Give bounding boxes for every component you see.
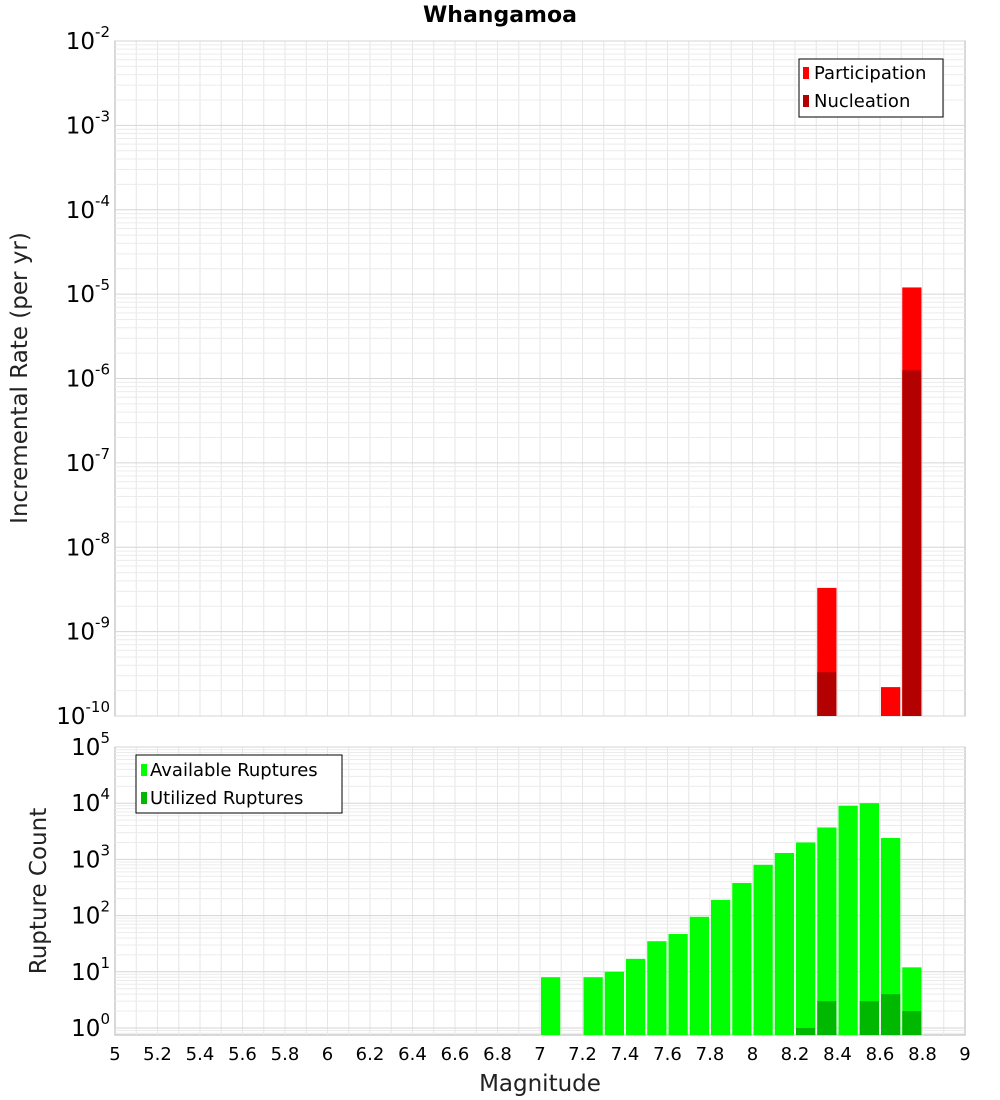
bar-available-ruptures xyxy=(838,805,858,1035)
count-y-axis-label: Rupture Count xyxy=(26,808,52,974)
rate-legend-box xyxy=(798,58,944,118)
bar-available-ruptures xyxy=(689,916,709,1035)
count-panel: 100 101 102 103 104 105 Rupture Count Availab… xyxy=(26,729,966,1042)
legend-label-nucleation: Nucleation xyxy=(814,91,910,112)
bar-available-ruptures xyxy=(668,934,688,1035)
y-tick-label: 10-8 xyxy=(66,529,110,561)
bar-participation xyxy=(881,687,901,716)
bar-utilized-ruptures xyxy=(859,1001,879,1035)
x-tick-label: 6 xyxy=(322,1044,333,1065)
bar-utilized-ruptures xyxy=(902,1011,922,1035)
x-tick-label: 7.8 xyxy=(696,1044,725,1065)
y-tick-label: 105 xyxy=(71,729,110,761)
legend-label-participation: Participation xyxy=(814,63,926,84)
count-legend-box xyxy=(135,754,343,814)
x-tick-label: 6.6 xyxy=(441,1044,470,1065)
legend-label-utilized: Utilized Ruptures xyxy=(150,788,303,809)
bar-available-ruptures xyxy=(711,899,731,1035)
bar-nucleation xyxy=(817,672,837,716)
bar-available-ruptures xyxy=(774,852,794,1035)
x-tick-label: 5.2 xyxy=(143,1044,172,1065)
legend-label-available: Available Ruptures xyxy=(150,760,318,781)
bar-available-ruptures xyxy=(881,838,901,1035)
y-tick-label: 10-7 xyxy=(66,445,110,477)
y-tick-label: 101 xyxy=(71,954,110,986)
x-tick-label: 5.6 xyxy=(228,1044,257,1065)
x-tick-label: 9 xyxy=(959,1044,970,1065)
bar-available-ruptures xyxy=(796,842,816,1035)
bar-available-ruptures xyxy=(583,977,603,1035)
y-tick-label: 102 xyxy=(71,898,110,930)
x-tick-label: 5.4 xyxy=(186,1044,215,1065)
bar-available-ruptures xyxy=(604,971,624,1035)
rate-gridlines xyxy=(115,40,965,717)
rate-legend: Participation Nucleation xyxy=(798,58,944,118)
bar-available-ruptures xyxy=(753,864,773,1035)
x-tick-label: 8.2 xyxy=(781,1044,810,1065)
x-tick-label: 5.8 xyxy=(271,1044,300,1065)
count-bars xyxy=(541,803,922,1035)
rate-panel: 10-10 10-9 10-8 10-7 10-6 10-5 10-4 10-3 10-2 In… xyxy=(7,23,966,730)
count-y-ticks: 100 101 102 103 104 105 xyxy=(71,729,110,1042)
y-tick-label: 10-6 xyxy=(66,361,110,393)
x-ticks: 5 5.2 5.4 5.6 5.8 6 6.2 6.4 6.6 6.8 7 7.2 7.4 7.6 7.8 8… xyxy=(109,1044,970,1065)
x-tick-label: 6.8 xyxy=(483,1044,512,1065)
legend-swatch-utilized xyxy=(141,792,147,804)
legend-swatch-available xyxy=(141,764,147,776)
count-legend: Available Ruptures Utilized Ruptures xyxy=(135,754,343,814)
y-tick-label: 10-5 xyxy=(66,276,110,308)
rate-y-axis-label: Incremental Rate (per yr) xyxy=(7,232,33,524)
y-tick-label: 10-3 xyxy=(66,107,110,139)
bar-utilized-ruptures xyxy=(881,994,901,1035)
bar-available-ruptures xyxy=(626,958,646,1035)
x-tick-label: 6.4 xyxy=(398,1044,427,1065)
y-tick-label: 100 xyxy=(71,1010,110,1042)
y-tick-label: 10-9 xyxy=(66,614,110,646)
rate-y-ticks: 10-10 10-9 10-8 10-7 10-6 10-5 10-4 10-3 10-2 xyxy=(56,23,110,730)
bar-nucleation xyxy=(902,370,922,716)
chart-title: Whangamoa xyxy=(423,3,577,28)
bar-utilized-ruptures xyxy=(817,1001,837,1035)
legend-swatch-participation xyxy=(803,67,809,79)
x-tick-label: 7 xyxy=(534,1044,545,1065)
x-tick-label: 8.8 xyxy=(908,1044,937,1065)
bar-available-ruptures xyxy=(647,941,667,1035)
bar-available-ruptures xyxy=(859,803,879,1035)
bar-available-ruptures xyxy=(732,883,752,1035)
rate-bars xyxy=(817,287,922,716)
x-tick-label: 8.4 xyxy=(823,1044,852,1065)
x-tick-label: 8.6 xyxy=(866,1044,895,1065)
bar-available-ruptures xyxy=(541,977,561,1035)
bar-utilized-ruptures xyxy=(796,1027,816,1035)
legend-swatch-nucleation xyxy=(803,95,809,107)
y-tick-label: 10-4 xyxy=(66,192,110,224)
x-tick-label: 7.4 xyxy=(611,1044,640,1065)
x-tick-label: 6.2 xyxy=(356,1044,385,1065)
y-tick-label: 10-10 xyxy=(56,698,110,730)
y-tick-label: 104 xyxy=(71,785,110,817)
y-tick-label: 103 xyxy=(71,841,110,873)
x-tick-label: 7.6 xyxy=(653,1044,682,1065)
x-tick-label: 5 xyxy=(109,1044,120,1065)
x-tick-label: 7.2 xyxy=(568,1044,597,1065)
x-axis-label: Magnitude xyxy=(479,1071,601,1097)
x-tick-label: 8 xyxy=(747,1044,758,1065)
bar-available-ruptures xyxy=(817,827,837,1035)
y-tick-label: 10-2 xyxy=(66,23,110,55)
